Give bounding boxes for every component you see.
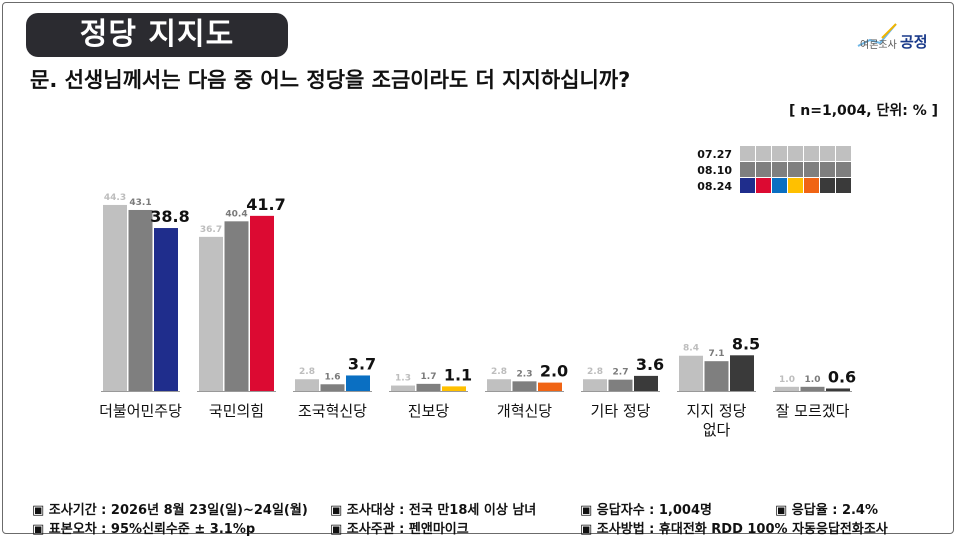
legend-swatch-0810-5 <box>820 162 835 177</box>
footer-survey-period: ▣ 조사기간 : 2026년 8월 23일(일)~24일(월) <box>32 503 308 518</box>
legend-swatch-0727-4 <box>804 146 819 161</box>
legend-swatch-0824-5 <box>820 178 835 193</box>
legend-swatch-0727-0 <box>740 146 755 161</box>
bar-0824-1 <box>250 215 274 391</box>
legend-swatch-0727-1 <box>756 146 771 161</box>
bar-0824-3 <box>442 386 466 391</box>
data-label-0824-1: 41.7 <box>246 195 285 214</box>
data-label-0727-2: 2.8 <box>299 367 315 377</box>
legend-swatch-0810-1 <box>756 162 771 177</box>
logo-text-main: 공정 <box>900 33 928 51</box>
legend-swatch-0824-6 <box>836 178 851 193</box>
data-label-0824-3: 1.1 <box>444 365 472 384</box>
legend-swatch-0824-0 <box>740 178 755 193</box>
category-label-3: 진보당 <box>408 402 450 420</box>
logo-text-small: 여론조사 <box>860 40 897 51</box>
legend-swatch-0824-1 <box>756 178 771 193</box>
bar-0810-7 <box>800 386 825 391</box>
legend-swatch-0727-6 <box>836 146 851 161</box>
bar-0810-3 <box>416 383 441 391</box>
data-label-0727-7: 1.0 <box>779 375 795 385</box>
data-label-0727-1: 36.7 <box>200 225 222 235</box>
logo-graph-icon <box>857 23 897 47</box>
category-label-1: 국민의힘 <box>209 402 264 420</box>
data-label-0810-0: 43.1 <box>129 198 151 208</box>
bar-0727-3 <box>391 385 415 391</box>
data-label-0727-5: 2.8 <box>587 367 603 377</box>
category-label-4: 개혁신당 <box>497 402 552 420</box>
legend-swatch-0810-0 <box>740 162 755 177</box>
legend-label-0824: 08.24 <box>697 180 732 193</box>
legend-swatch-0824-3 <box>788 178 803 193</box>
sample-size-unit: [ n=1,004, 단위: % ] <box>789 103 938 119</box>
footer-organizer: ▣ 조사주관 : 펜앤마이크 <box>330 522 469 537</box>
bar-0824-5 <box>634 375 658 391</box>
bar-0727-2 <box>295 379 319 391</box>
footer-sampling-error: ▣ 표본오차 : 95%신뢰수준 ± 3.1%p <box>32 522 256 537</box>
data-label-0727-0: 44.3 <box>104 193 126 203</box>
legend-swatch-0727-3 <box>788 146 803 161</box>
category-label-6-line1: 없다 <box>703 421 731 439</box>
bar-0727-0 <box>103 204 127 391</box>
data-label-0727-3: 1.3 <box>395 374 411 384</box>
legend-label-0810: 08.10 <box>697 164 732 177</box>
legend-label-0727: 07.27 <box>697 148 732 161</box>
footer-survey-target: ▣ 조사대상 : 전국 만18세 이상 남녀 <box>330 503 537 518</box>
bar-0810-6 <box>704 361 729 391</box>
legend-swatch-0810-4 <box>804 162 819 177</box>
data-label-0824-0: 38.8 <box>150 207 189 226</box>
category-label-0: 더불어민주당 <box>99 402 182 420</box>
bar-0810-4 <box>512 381 537 391</box>
bar-0810-1 <box>224 221 249 391</box>
data-label-0824-5: 3.6 <box>636 355 664 374</box>
bar-0810-5 <box>608 379 633 391</box>
bar-0727-6 <box>679 355 703 391</box>
bar-0727-5 <box>583 379 607 391</box>
data-label-0810-3: 1.7 <box>421 372 437 382</box>
category-label-2: 조국혁신당 <box>298 402 367 420</box>
legend-swatch-0727-5 <box>820 146 835 161</box>
brand-logo: 여론조사 공정 <box>852 18 944 54</box>
data-label-0824-2: 3.7 <box>348 354 376 373</box>
data-label-0727-6: 8.4 <box>683 344 699 354</box>
legend-swatch-0824-2 <box>772 178 787 193</box>
legend-swatch-0810-6 <box>836 162 851 177</box>
legend-swatch-0727-2 <box>772 146 787 161</box>
data-label-0824-7: 0.6 <box>828 367 856 386</box>
footer-respondents: ▣ 응답자수 : 1,004명 <box>580 503 712 518</box>
survey-question: 문. 선생님께서는 다음 중 어느 정당을 조금이라도 더 지지하십니까? <box>30 68 631 92</box>
category-label-6-line0: 지지 정당 <box>687 402 747 420</box>
data-label-0824-4: 2.0 <box>540 362 568 381</box>
legend-swatch-0810-3 <box>788 162 803 177</box>
legend-swatch-0824-4 <box>804 178 819 193</box>
category-label-5: 기타 정당 <box>591 402 651 420</box>
slide-frame <box>2 2 954 534</box>
data-label-0810-5: 2.7 <box>613 368 629 378</box>
bar-0824-7 <box>826 388 850 391</box>
category-label-7: 잘 모르겠다 <box>776 402 850 420</box>
data-label-0810-7: 1.0 <box>805 375 821 385</box>
bar-0727-7 <box>775 386 799 391</box>
bar-0824-2 <box>346 375 370 391</box>
data-label-0727-4: 2.8 <box>491 367 507 377</box>
bar-0824-6 <box>730 355 754 391</box>
bar-0810-2 <box>320 384 345 391</box>
data-label-0810-6: 7.1 <box>709 349 725 359</box>
data-label-0824-6: 8.5 <box>732 334 760 353</box>
footer-response-rate: ▣ 응답율 : 2.4% <box>775 503 878 518</box>
bar-0727-4 <box>487 379 511 391</box>
footer-method: ▣ 조사방법 : 휴대전화 RDD 100% 자동응답전화조사 <box>580 522 888 537</box>
bar-0727-1 <box>199 236 223 391</box>
data-label-0810-2: 1.6 <box>325 372 341 382</box>
bar-0824-0 <box>154 228 178 391</box>
data-label-0810-1: 40.4 <box>225 209 247 219</box>
page-title: 정당 지지도 <box>26 13 288 57</box>
legend-swatch-0810-2 <box>772 162 787 177</box>
bar-0810-0 <box>128 209 153 391</box>
bar-0824-4 <box>538 382 562 391</box>
data-label-0810-4: 2.3 <box>517 369 533 379</box>
